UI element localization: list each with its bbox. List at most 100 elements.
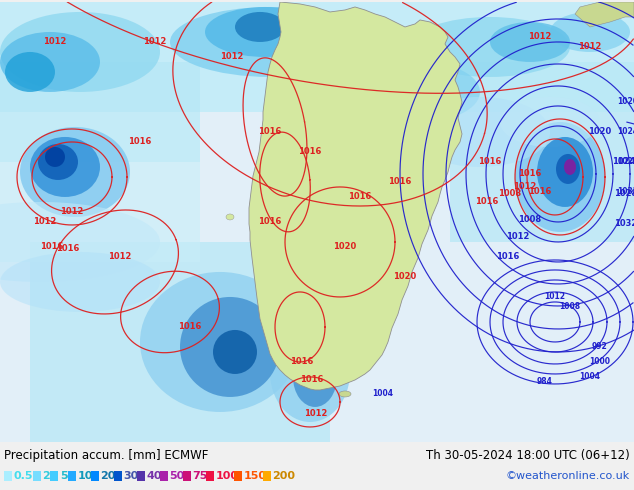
Text: 1016: 1016 <box>478 157 501 167</box>
Text: 1016: 1016 <box>41 243 63 251</box>
Ellipse shape <box>20 127 130 217</box>
Text: 150: 150 <box>244 471 267 481</box>
Text: ©weatheronline.co.uk: ©weatheronline.co.uk <box>506 471 630 481</box>
Text: 1012: 1012 <box>528 32 552 42</box>
Ellipse shape <box>30 137 100 197</box>
Text: 0.5: 0.5 <box>14 471 34 481</box>
FancyBboxPatch shape <box>450 62 634 242</box>
Text: 40: 40 <box>146 471 162 481</box>
Ellipse shape <box>0 252 160 312</box>
Text: 1012: 1012 <box>43 37 67 47</box>
Text: 1012: 1012 <box>304 410 328 418</box>
FancyBboxPatch shape <box>91 471 98 481</box>
Text: 1028: 1028 <box>614 190 634 198</box>
Ellipse shape <box>270 322 350 422</box>
FancyBboxPatch shape <box>183 471 190 481</box>
Text: 1016: 1016 <box>348 193 372 201</box>
Ellipse shape <box>180 297 280 397</box>
Text: 1000: 1000 <box>590 358 611 367</box>
Text: 1012: 1012 <box>34 218 56 226</box>
Text: 1024: 1024 <box>618 127 634 137</box>
Text: 1012: 1012 <box>545 293 566 301</box>
Text: 30: 30 <box>124 471 139 481</box>
Text: 1016: 1016 <box>528 188 552 196</box>
Ellipse shape <box>515 122 605 232</box>
Text: 1032: 1032 <box>618 188 634 196</box>
Text: 1016: 1016 <box>258 127 281 137</box>
Text: 1012: 1012 <box>143 37 167 47</box>
Text: 1004: 1004 <box>373 390 394 398</box>
Text: 20: 20 <box>101 471 116 481</box>
FancyBboxPatch shape <box>262 471 271 481</box>
FancyBboxPatch shape <box>0 62 200 162</box>
Text: 1016: 1016 <box>496 252 520 262</box>
Ellipse shape <box>564 159 576 175</box>
Ellipse shape <box>0 12 160 92</box>
Text: 200: 200 <box>273 471 295 481</box>
Ellipse shape <box>38 144 78 180</box>
Text: 5: 5 <box>60 471 68 481</box>
Text: 1012: 1012 <box>60 207 84 217</box>
Text: 1020: 1020 <box>393 272 417 281</box>
FancyBboxPatch shape <box>67 471 75 481</box>
FancyBboxPatch shape <box>50 471 58 481</box>
FancyBboxPatch shape <box>234 471 242 481</box>
Text: 1008: 1008 <box>519 216 541 224</box>
Ellipse shape <box>490 22 570 62</box>
Ellipse shape <box>0 202 160 282</box>
Text: 1016: 1016 <box>519 170 541 178</box>
Text: 1012: 1012 <box>514 182 537 192</box>
FancyBboxPatch shape <box>136 471 145 481</box>
Text: 50: 50 <box>169 471 184 481</box>
Text: 984: 984 <box>537 377 553 387</box>
Ellipse shape <box>556 154 580 184</box>
Text: 1016: 1016 <box>128 138 152 147</box>
Text: 992: 992 <box>592 343 608 351</box>
Ellipse shape <box>360 62 480 122</box>
Ellipse shape <box>235 12 285 42</box>
Text: 1016: 1016 <box>178 322 202 331</box>
Text: 1004: 1004 <box>579 372 600 382</box>
FancyBboxPatch shape <box>4 471 12 481</box>
Ellipse shape <box>410 97 550 167</box>
Text: 1012: 1012 <box>220 52 243 61</box>
Ellipse shape <box>205 7 325 57</box>
Ellipse shape <box>339 391 351 397</box>
Text: 1012: 1012 <box>507 232 529 242</box>
Text: 1016: 1016 <box>290 358 314 367</box>
Ellipse shape <box>213 330 257 374</box>
Text: 1028: 1028 <box>618 157 634 167</box>
Polygon shape <box>575 2 634 27</box>
Text: 1016: 1016 <box>476 197 499 206</box>
Ellipse shape <box>226 214 234 220</box>
Ellipse shape <box>5 52 55 92</box>
FancyBboxPatch shape <box>113 471 122 481</box>
Text: 1032: 1032 <box>614 220 634 228</box>
FancyBboxPatch shape <box>32 471 41 481</box>
Ellipse shape <box>293 347 337 407</box>
Ellipse shape <box>45 147 65 167</box>
Text: 1012: 1012 <box>578 43 602 51</box>
Ellipse shape <box>170 7 370 77</box>
Text: 1020: 1020 <box>618 98 634 106</box>
FancyBboxPatch shape <box>30 242 330 442</box>
Ellipse shape <box>0 32 100 92</box>
Polygon shape <box>249 2 462 390</box>
Text: 1016: 1016 <box>301 375 324 385</box>
Text: 1008: 1008 <box>559 302 581 312</box>
Ellipse shape <box>410 17 570 77</box>
Text: 1020: 1020 <box>333 243 356 251</box>
FancyBboxPatch shape <box>0 2 634 442</box>
Text: 1012: 1012 <box>108 252 132 262</box>
FancyBboxPatch shape <box>0 112 200 262</box>
Text: Precipitation accum. [mm] ECMWF: Precipitation accum. [mm] ECMWF <box>4 449 209 463</box>
Ellipse shape <box>537 137 593 207</box>
Text: 1024: 1024 <box>612 157 634 167</box>
FancyBboxPatch shape <box>0 2 634 112</box>
Text: 1020: 1020 <box>588 127 612 137</box>
Ellipse shape <box>380 69 440 105</box>
Ellipse shape <box>550 12 630 52</box>
Text: 1008: 1008 <box>498 190 522 198</box>
Text: 100: 100 <box>216 471 238 481</box>
Ellipse shape <box>140 272 300 412</box>
